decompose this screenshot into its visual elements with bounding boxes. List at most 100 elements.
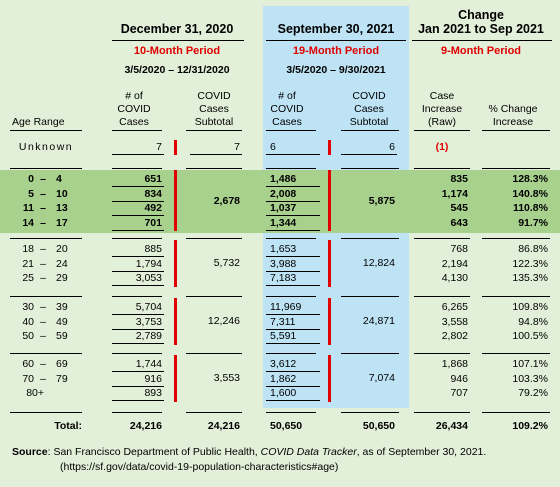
- group-separator-inc: [414, 168, 470, 169]
- age-range-high: 17: [56, 216, 68, 229]
- period-label-2: 19-Month Period: [292, 45, 380, 57]
- cases-sep: 3,988: [266, 257, 320, 272]
- group-separator-cases1: [112, 168, 162, 169]
- total-separator: [186, 412, 242, 413]
- pct-change: 109.8%: [512, 301, 548, 313]
- age-range-high: 49: [56, 315, 68, 328]
- unknown-divider-2: [328, 140, 331, 155]
- cases-dec: 651: [112, 172, 164, 187]
- col-header-subtotal-sep: COVID Cases Subtotal: [349, 90, 389, 128]
- age-range-low: 60: [22, 358, 34, 370]
- age-range-low: 11: [22, 202, 34, 214]
- group-divider-sep: [328, 170, 331, 231]
- date-range-2: 3/5/2020 – 9/30/2021: [286, 64, 386, 76]
- colhdr-line-sub2: [341, 130, 399, 131]
- case-increase: 1,868: [441, 358, 468, 370]
- age-range-dash: –: [40, 202, 46, 214]
- group-separator-cases1: [112, 296, 162, 297]
- age-range-high: 69: [56, 358, 68, 370]
- pct-change: 91.7%: [518, 216, 548, 229]
- group-separator-age: [10, 296, 82, 297]
- case-increase: 643: [450, 216, 468, 229]
- cases-sep: 7,183: [266, 271, 320, 286]
- age-range-dash: –: [40, 315, 46, 328]
- group-separator-sub1: [186, 353, 242, 354]
- col-header-cases-sep: # of COVID Cases: [270, 90, 304, 128]
- subtotal-dec-group: 5,732: [213, 257, 240, 270]
- age-range-dash: –: [40, 216, 46, 229]
- group-separator-inc: [414, 353, 470, 354]
- colhdr-line-age: [10, 130, 82, 131]
- cases-dec: 701: [112, 216, 164, 231]
- age-range-low: 40: [22, 315, 34, 328]
- total-separator: [414, 412, 470, 413]
- cases-sep: 1,344: [266, 216, 320, 231]
- group-separator-sub2: [341, 296, 399, 297]
- group-separator-sub2: [341, 238, 399, 239]
- total-subtotal-dec: 24,216: [207, 420, 240, 432]
- source-label: Source: [12, 446, 48, 458]
- age-range-high: 4: [56, 173, 62, 185]
- header-underline-2: [266, 40, 406, 41]
- pct-change: 122.3%: [512, 257, 548, 270]
- age-range-high: 10: [56, 187, 68, 200]
- group-separator-age: [10, 353, 82, 354]
- age-range-low: 21: [22, 257, 34, 270]
- subtotal-sep-group: 24,871: [362, 315, 395, 328]
- group-separator-sub2: [341, 353, 399, 354]
- group-separator-cases2: [266, 296, 316, 297]
- source-url[interactable]: (https://sf.gov/data/covid-19-population…: [60, 461, 339, 473]
- age-range-low: 70: [22, 372, 34, 385]
- pct-change: 86.8%: [518, 243, 548, 255]
- group-separator-cases1: [112, 238, 162, 239]
- total-separator: [482, 412, 550, 413]
- pct-change: 103.3%: [512, 372, 548, 385]
- cases-sep: 11,969: [266, 300, 320, 315]
- col-header-pct-change: % Change Increase: [488, 103, 538, 128]
- age-range-dash: –: [40, 358, 46, 370]
- source-tracker-name: COVID Data Tracker: [260, 446, 357, 458]
- age-range-low: 5: [28, 187, 34, 200]
- total-subtotal-sep: 50,650: [362, 420, 395, 432]
- group-separator-pct: [482, 296, 550, 297]
- group-separator-age: [10, 238, 82, 239]
- unknown-label: Unknown: [18, 141, 74, 153]
- total-pct: 109.2%: [512, 420, 548, 432]
- case-increase: 707: [450, 387, 468, 399]
- header-underline-3: [412, 40, 552, 41]
- colhdr-line-sub1: [186, 130, 242, 131]
- group-divider-sep: [328, 298, 331, 345]
- col-header-age-range: Age Range: [12, 116, 65, 128]
- age-range-high: 20: [56, 243, 68, 255]
- group-separator-pct: [482, 353, 550, 354]
- colhdr-line-inc: [414, 130, 470, 131]
- age-range-high: 59: [56, 330, 68, 342]
- group-separator-pct: [482, 238, 550, 239]
- header-underline-1: [112, 40, 244, 41]
- cases-sep: 3,612: [266, 357, 320, 372]
- cases-sep: 1,862: [266, 372, 320, 387]
- age-range-dash: –: [40, 243, 46, 255]
- subtotal-sep-group: 5,875: [368, 194, 395, 207]
- pct-change: 140.8%: [512, 187, 548, 200]
- case-increase: 768: [450, 243, 468, 255]
- pct-change: 100.5%: [512, 330, 548, 342]
- age-range-dash: –: [40, 272, 46, 284]
- group-separator-sub2: [341, 168, 399, 169]
- unknown-subtotal-sep: 6: [341, 140, 397, 155]
- group-divider-dec: [174, 355, 177, 402]
- cases-dec: 834: [112, 187, 164, 202]
- colhdr-line-pct: [482, 130, 550, 131]
- pct-change: 94.8%: [518, 315, 548, 328]
- age-range-high: 24: [56, 257, 68, 270]
- header-sep-2021-title: September 30, 2021: [277, 22, 395, 36]
- age-range-dash: –: [40, 372, 46, 385]
- age-range-high: 39: [56, 301, 68, 313]
- colhdr-line-cases1: [112, 130, 162, 131]
- age-range-low: 18: [22, 243, 34, 255]
- subtotal-dec-group: 3,553: [213, 372, 240, 385]
- subtotal-dec-group: 12,246: [207, 315, 240, 328]
- age-range-high: 29: [56, 272, 68, 284]
- case-increase: 3,558: [441, 315, 468, 328]
- pct-change: 79.2%: [518, 387, 548, 399]
